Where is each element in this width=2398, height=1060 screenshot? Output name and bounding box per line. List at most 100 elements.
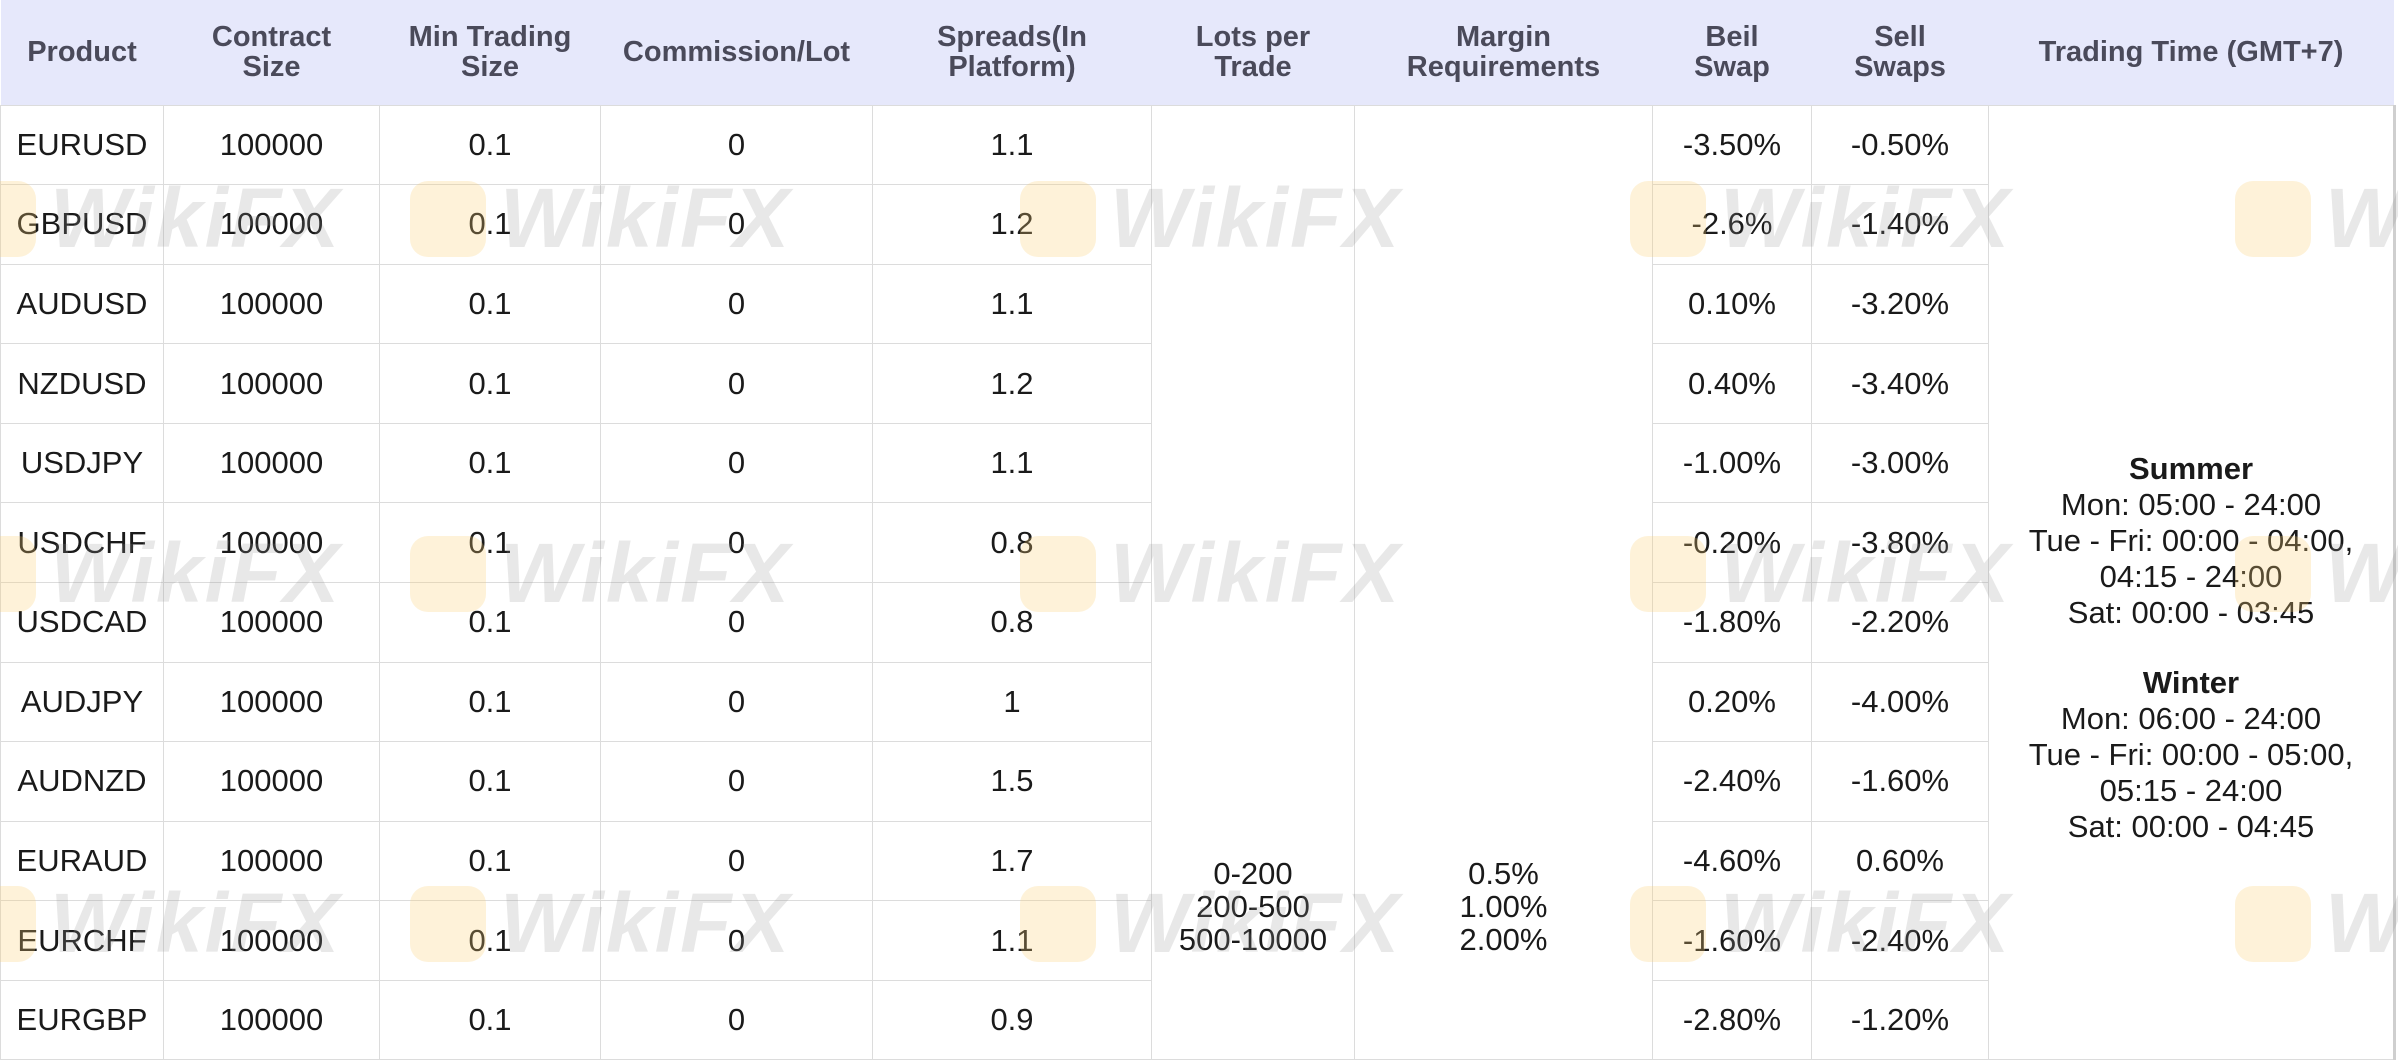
cell-buy-swap: 0.40% [1652,343,1812,424]
cell-sell-swap: -1.40% [1811,184,1989,265]
cell-commission: 0 [600,741,873,822]
cell-commission: 0 [600,820,873,902]
cell-min-trading-size: 0.1 [379,502,601,583]
cell-min-trading-size: 0.1 [379,343,601,424]
cell-spread: 1.2 [872,343,1152,424]
cell-spread: 0.9 [872,979,1152,1060]
cell-contract-size: 100000 [163,741,380,822]
cell-sell-swap: -3.80% [1811,502,1989,583]
cell-buy-swap: -0.20% [1652,502,1812,583]
cell-commission: 0 [600,263,873,345]
cell-buy-swap: -2.80% [1652,979,1812,1060]
header-spreads: Spreads(In Platform) [872,0,1152,105]
table-row: EURAUD 100000 0.1 0 1.7 -4.60% 0.60% [0,820,2394,902]
cell-sell-swap: -3.20% [1811,263,1989,345]
cell-trading-time: Summer Mon: 05:00 - 24:00 Tue - Fri: 00:00… [1988,104,2394,1060]
trading-time-summer-line: Sat: 00:00 - 03:45 [2067,595,2315,631]
header-margin-requirements: Margin Requirements [1354,0,1653,105]
cell-min-trading-size: 0.1 [379,422,601,504]
cell-product: USDCAD [0,581,164,663]
table-row: EURUSD 100000 0.1 0 1.1 0-200 200-500 500-10000… [0,104,2394,1060]
cell-commission: 0 [600,581,873,663]
cell-contract-size: 100000 [163,343,380,424]
cell-commission: 0 [600,104,873,186]
table-row: EURCHF 100000 0.1 0 1.1 -1.60% -2.40% [0,900,2394,981]
trading-time-winter-line: Tue - Fri: 00:00 - 05:00, [2028,737,2354,773]
cell-min-trading-size: 0.1 [379,979,601,1060]
header-trading-time: Trading Time (GMT+7) [1988,0,2394,105]
cell-spread: 1.1 [872,104,1152,186]
cell-sell-swap: -2.40% [1811,900,1989,981]
table-row: AUDNZD 100000 0.1 0 1.5 -2.40% -1.60% [0,741,2394,822]
cell-min-trading-size: 0.1 [379,741,601,822]
table-row: USDCAD 100000 0.1 0 0.8 -1.80% -2.20% [0,581,2394,663]
cell-contract-size: 100000 [163,263,380,345]
table-row: NZDUSD 100000 0.1 0 1.2 0.40% -3.40% [0,343,2394,424]
header-min-trading-size: Min Trading Size [379,0,601,105]
cell-spread: 1.1 [872,263,1152,345]
cell-product: EURAUD [0,820,164,902]
trading-time-winter-line: Sat: 00:00 - 04:45 [2067,809,2315,845]
cell-product: USDJPY [0,422,164,504]
cell-sell-swap: -4.00% [1811,661,1989,743]
trading-time-summer-line: 04:15 - 24:00 [2099,559,2283,595]
cell-product: EURCHF [0,900,164,981]
cell-contract-size: 100000 [163,422,380,504]
cell-buy-swap: -2.40% [1652,741,1812,822]
cell-commission: 0 [600,979,873,1060]
cell-buy-swap: -2.6% [1652,184,1812,265]
cell-min-trading-size: 0.1 [379,263,601,345]
cell-contract-size: 100000 [163,581,380,663]
header-product: Product [0,0,164,105]
cell-spread: 1.7 [872,820,1152,902]
cell-min-trading-size: 0.1 [379,184,601,265]
header-buy-swap: Beil Swap [1652,0,1812,105]
cell-contract-size: 100000 [163,104,380,186]
table-row: AUDJPY 100000 0.1 0 1 0.20% -4.00% [0,661,2394,743]
cell-buy-swap: -1.60% [1652,900,1812,981]
trading-time-summer-label: Summer [2128,451,2254,487]
cell-sell-swap: -2.20% [1811,581,1989,663]
cell-commission: 0 [600,184,873,265]
cell-contract-size: 100000 [163,900,380,981]
cell-spread: 1.2 [872,184,1152,265]
cell-min-trading-size: 0.1 [379,661,601,743]
cell-sell-swap: -3.40% [1811,343,1989,424]
header-sell-swap: Sell Swaps [1811,0,1989,105]
cell-buy-swap: 0.10% [1652,263,1812,345]
cell-spread: 1.5 [872,741,1152,822]
cell-commission: 0 [600,661,873,743]
cell-spread: 1 [872,661,1152,743]
cell-contract-size: 100000 [163,979,380,1060]
cell-contract-size: 100000 [163,820,380,902]
cell-contract-size: 100000 [163,184,380,265]
cell-min-trading-size: 0.1 [379,581,601,663]
cell-product: USDCHF [0,502,164,583]
table-row: AUDUSD 100000 0.1 0 1.1 0.10% -3.20% [0,263,2394,345]
cell-sell-swap: -1.60% [1811,741,1989,822]
cell-buy-swap: 0.20% [1652,661,1812,743]
cell-commission: 0 [600,422,873,504]
cell-commission: 0 [600,502,873,583]
cell-spread: 1.1 [872,900,1152,981]
table-row: EURGBP 100000 0.1 0 0.9 -2.80% -1.20% [0,979,2394,1060]
header-commission: Commission/Lot [600,0,873,105]
table-row: USDJPY 100000 0.1 0 1.1 -1.00% -3.00% [0,422,2394,504]
cell-buy-swap: -1.80% [1652,581,1812,663]
table-right-border [2393,105,2396,1060]
trading-time-summer-line: Tue - Fri: 00:00 - 04:00, [2028,523,2354,559]
cell-product: EURUSD [0,104,164,186]
cell-sell-swap: -1.20% [1811,979,1989,1060]
cell-lots-per-trade: 0-200 200-500 500-10000 [1151,104,1355,1060]
cell-buy-swap: -1.00% [1652,422,1812,504]
cell-min-trading-size: 0.1 [379,900,601,981]
cell-product: NZDUSD [0,343,164,424]
trading-time-summer-line: Mon: 05:00 - 24:00 [2060,487,2322,523]
cell-spread: 0.8 [872,502,1152,583]
cell-product: GBPUSD [0,184,164,265]
cell-contract-size: 100000 [163,661,380,743]
header-row: Product Contract Size Min Trading Size Com… [0,0,2394,105]
lots-range: 0-200 [1213,855,1293,891]
cell-min-trading-size: 0.1 [379,104,601,186]
